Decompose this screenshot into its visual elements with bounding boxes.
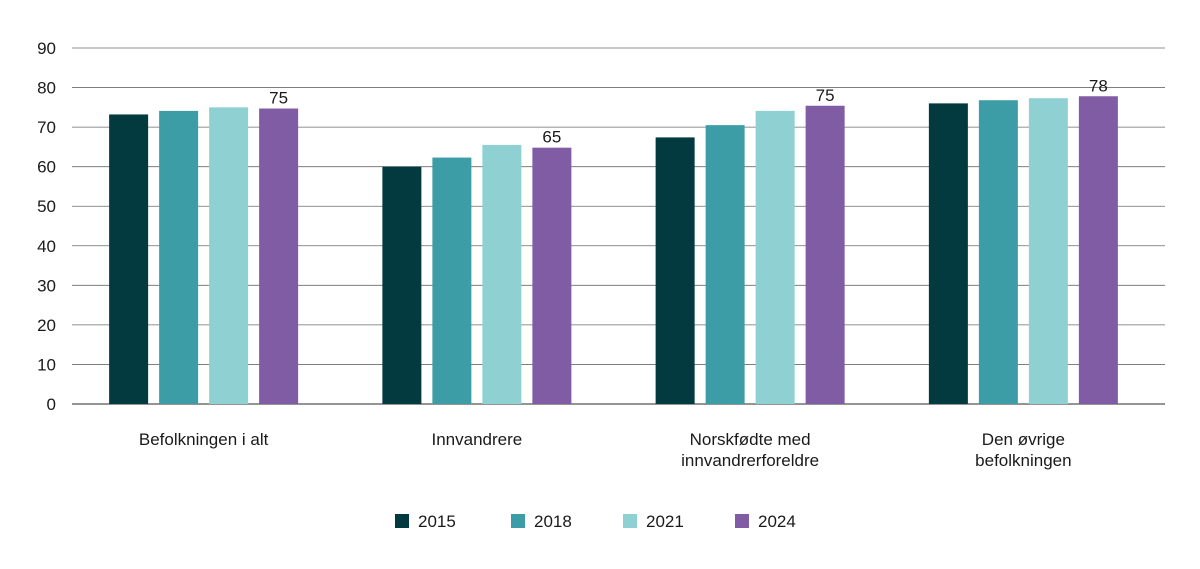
y-tick-label: 40	[37, 237, 56, 256]
y-tick-label: 80	[37, 79, 56, 98]
bar-2021-4	[1028, 98, 1068, 404]
y-tick-label: 10	[37, 355, 56, 374]
x-category-label-line: befolkningen	[975, 451, 1071, 470]
bars	[109, 96, 1118, 405]
bar-2018-3	[705, 125, 745, 404]
x-category-label-line: Den øvrige	[982, 430, 1065, 449]
gridlines	[72, 47, 1165, 405]
x-category-label: Befolkningen i alt	[139, 430, 269, 449]
x-axis: Befolkningen i alt Innvandrere Norskfødte …	[139, 430, 1072, 470]
bar-2024-3	[805, 105, 845, 405]
bar-2018-4	[978, 100, 1018, 405]
x-category-label: Den øvrige befolkningen	[975, 430, 1071, 470]
x-category-label-line: innvandrerforeldre	[681, 451, 819, 470]
data-label: 65	[542, 128, 561, 147]
legend-swatch-2018	[511, 514, 525, 528]
x-category-label: Innvandrere	[432, 430, 523, 449]
bar-2024-4	[1078, 96, 1118, 404]
data-label: 75	[269, 89, 288, 108]
legend-swatch-2024	[735, 514, 749, 528]
y-tick-label: 20	[37, 316, 56, 335]
y-tick-label: 90	[37, 39, 56, 58]
bar-2024-1	[259, 108, 299, 405]
bar-2024-2	[532, 147, 572, 404]
bar-2021-2	[482, 144, 522, 404]
bar-2018-1	[159, 110, 199, 404]
bar-2021-1	[209, 107, 249, 404]
y-axis: 0 10 20 30 40 50 60 70 80 90	[37, 39, 56, 414]
y-tick-label: 50	[37, 197, 56, 216]
y-tick-label: 60	[37, 158, 56, 177]
legend-swatch-2021	[623, 514, 637, 528]
x-category-label-line: Innvandrere	[432, 430, 523, 449]
legend: 2015 2018 2021 2024	[395, 512, 796, 531]
data-label: 78	[1089, 76, 1108, 95]
x-category-label-line: Norskfødte med	[690, 430, 811, 449]
legend-swatch-2015	[395, 514, 409, 528]
data-label: 75	[816, 86, 835, 105]
bar-2015-2	[382, 166, 422, 404]
bar-2021-3	[755, 110, 795, 404]
legend-label-2024: 2024	[758, 512, 796, 531]
legend-label-2021: 2021	[646, 512, 684, 531]
bar-2018-2	[432, 157, 472, 404]
y-tick-label: 30	[37, 276, 56, 295]
data-labels: 75 65 75 78	[269, 76, 1108, 146]
legend-label-2018: 2018	[534, 512, 572, 531]
x-category-label: Norskfødte med innvandrerforeldre	[681, 430, 819, 470]
bar-2015-3	[655, 137, 695, 404]
legend-label-2015: 2015	[418, 512, 456, 531]
y-tick-label: 0	[47, 395, 56, 414]
bar-2015-4	[928, 103, 968, 404]
y-tick-label: 70	[37, 118, 56, 137]
x-category-label-line: Befolkningen i alt	[139, 430, 269, 449]
bar-2015-1	[109, 114, 149, 404]
